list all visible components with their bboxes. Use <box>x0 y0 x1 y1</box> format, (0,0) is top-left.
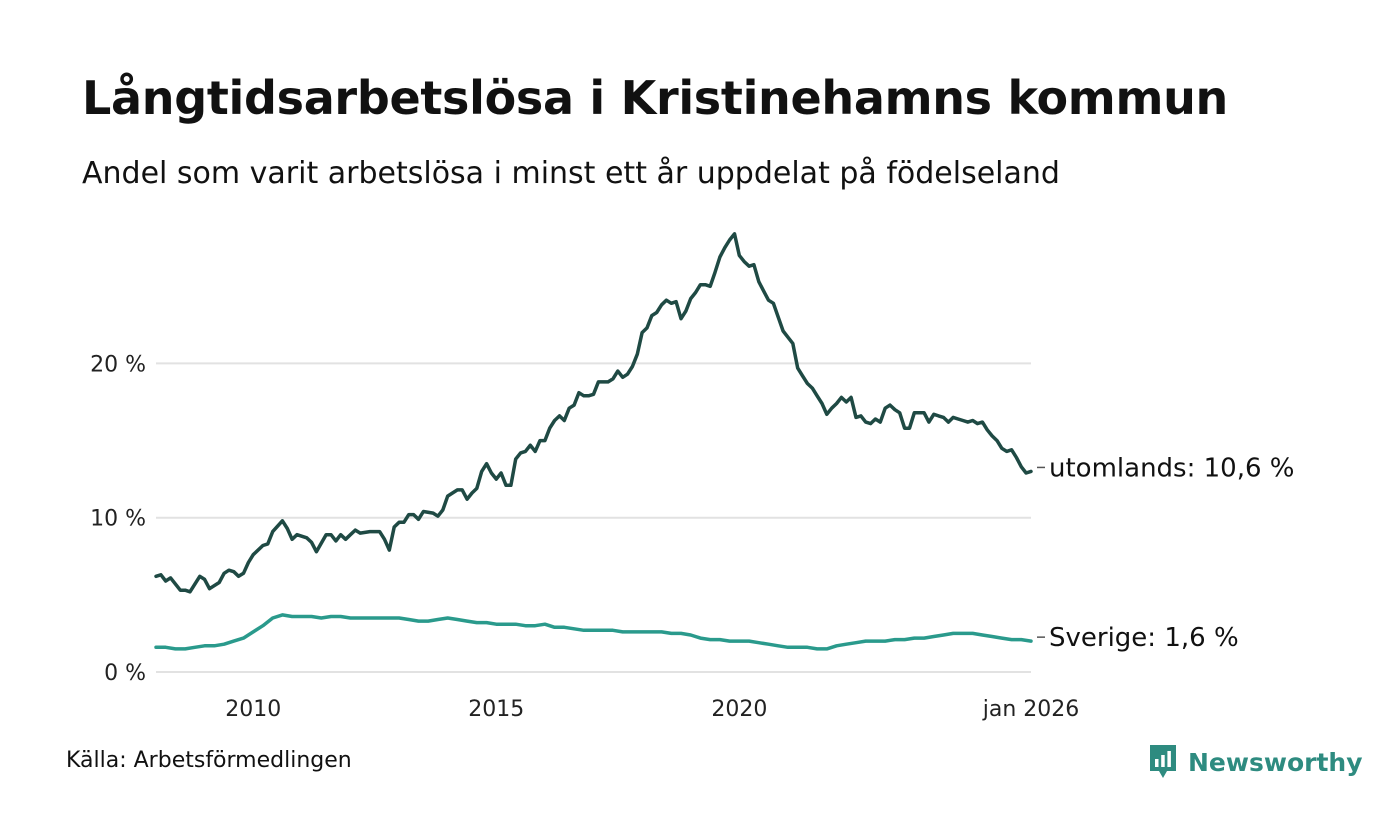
y-tick-label: 0 % <box>104 661 146 686</box>
x-tick-label: jan 2026 <box>982 697 1080 722</box>
x-tick-label: 2015 <box>468 697 524 722</box>
y-axis-ticks: 0 % 10 % 20 % <box>90 352 146 686</box>
gridlines <box>156 362 1031 673</box>
chart-subtitle: Andel som varit arbetslösa i minst ett å… <box>82 156 1060 191</box>
y-tick-label: 10 % <box>90 507 146 532</box>
chart-title: Långtidsarbetslösa i Kristinehamns kommu… <box>82 71 1228 125</box>
end-label-utomlands: utomlands: 10,6 % <box>1049 453 1294 483</box>
newsworthy-logo-icon <box>1150 745 1176 778</box>
y-tick-label: 20 % <box>90 352 146 377</box>
end-labels: utomlands: 10,6 % Sverige: 1,6 % <box>1037 453 1294 653</box>
source-note: Källa: Arbetsförmedlingen <box>66 748 352 773</box>
x-axis-ticks: 2010 2015 2020 jan 2026 <box>225 697 1079 722</box>
series-line-utomlands <box>154 232 1033 594</box>
brand-name: Newsworthy <box>1188 747 1363 777</box>
brand-logo[interactable]: Newsworthy <box>1148 744 1363 780</box>
series-lines <box>154 232 1033 651</box>
series-line-sverige <box>154 613 1033 651</box>
x-tick-label: 2010 <box>225 697 281 722</box>
end-label-sverige: Sverige: 1,6 % <box>1049 623 1239 653</box>
x-tick-label: 2020 <box>711 697 767 722</box>
